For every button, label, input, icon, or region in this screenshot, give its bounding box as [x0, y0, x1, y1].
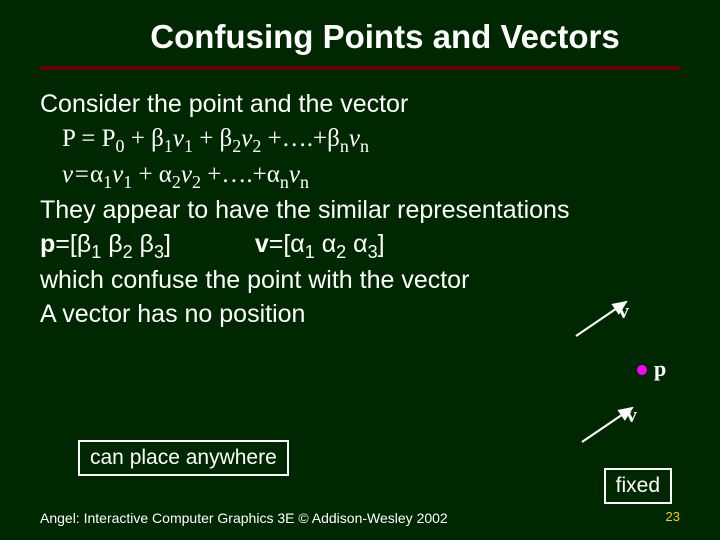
- eq1-vns: n: [360, 136, 369, 156]
- rep-p-sp2: [133, 230, 140, 258]
- diagram: v p v: [554, 288, 674, 458]
- diagram-label-v2: v: [626, 402, 637, 428]
- rep-v-a2: α: [322, 230, 336, 258]
- eq2-plus1: +: [132, 161, 159, 188]
- eq1-plus1: +: [124, 125, 151, 152]
- rep-p-b1s: 1: [91, 242, 101, 262]
- annotation-fixed: fixed: [604, 468, 672, 504]
- rep-p-b3s: 3: [154, 242, 164, 262]
- eq2-a2: α: [159, 161, 172, 188]
- eq1-vn: v: [349, 125, 360, 152]
- rep-v-sp1: [315, 230, 322, 258]
- line-similar: They appear to have the similar represen…: [40, 194, 680, 228]
- rep-v-open: =[: [269, 230, 291, 258]
- eq2-vns: n: [300, 172, 309, 192]
- equation-point: P = P0 + β1v1 + β2v2 +….+βnvn: [62, 122, 680, 158]
- eq2-lhs: v=: [62, 161, 90, 188]
- title-rule: [40, 66, 680, 70]
- eq2-v1s: 1: [123, 172, 132, 192]
- eq1-v2: v: [241, 125, 252, 152]
- eq1-bns: n: [340, 136, 349, 156]
- rep-p: p: [40, 230, 55, 258]
- rep-p-b2s: 2: [123, 242, 133, 262]
- rep-p-close: ]: [164, 230, 171, 258]
- footer-credit: Angel: Interactive Computer Graphics 3E …: [40, 510, 448, 526]
- rep-p-b2: β: [108, 230, 122, 258]
- annotation-can-place: can place anywhere: [78, 440, 289, 476]
- eq2-a2s: 2: [172, 172, 181, 192]
- eq1-b1: β: [151, 125, 164, 152]
- eq1-b1s: 1: [164, 136, 173, 156]
- eq2-v1: v: [112, 161, 123, 188]
- eq1-bn: β: [327, 125, 340, 152]
- eq2-v2s: 2: [192, 172, 201, 192]
- eq1-lhs: P = P: [62, 125, 115, 152]
- vector-arrow-2: [582, 408, 632, 442]
- eq2-a1s: 1: [103, 172, 112, 192]
- eq1-b2s: 2: [232, 136, 241, 156]
- rep-v-a1: α: [290, 230, 304, 258]
- diagram-label-p: p: [654, 356, 666, 382]
- eq1-plus1b: +: [193, 125, 220, 152]
- eq2-an: α: [267, 161, 280, 188]
- equation-vector: v=α1v1 + α2v2 +….+αnvn: [62, 158, 680, 194]
- rep-v: v: [255, 230, 269, 258]
- rep-v-a2s: 2: [336, 242, 346, 262]
- rep-v-a3s: 3: [368, 242, 378, 262]
- rep-v-a1s: 1: [305, 242, 315, 262]
- slide-title: Confusing Points and Vectors: [100, 18, 670, 56]
- rep-p-b1: β: [77, 230, 91, 258]
- eq2-a1: α: [90, 161, 103, 188]
- eq1-b2: β: [220, 125, 233, 152]
- eq1-tail: +….+: [261, 125, 327, 152]
- rep-v-close: ]: [378, 230, 385, 258]
- eq2-v2: v: [181, 161, 192, 188]
- eq2-tail: +….+: [201, 161, 267, 188]
- line-intro: Consider the point and the vector: [40, 88, 680, 122]
- line-reps: p=[β1 β2 β3] v=[α1 α2 α3]: [40, 228, 680, 264]
- point-marker: [637, 365, 647, 375]
- rep-v-a3: α: [353, 230, 367, 258]
- diagram-label-v1: v: [618, 298, 629, 324]
- rep-p-b3: β: [140, 230, 154, 258]
- eq2-vn: v: [289, 161, 300, 188]
- eq1-v1s: 1: [184, 136, 193, 156]
- eq1-v1: v: [173, 125, 184, 152]
- page-number: 23: [666, 509, 680, 524]
- rep-p-open: =[: [55, 230, 77, 258]
- eq2-ans: n: [280, 172, 289, 192]
